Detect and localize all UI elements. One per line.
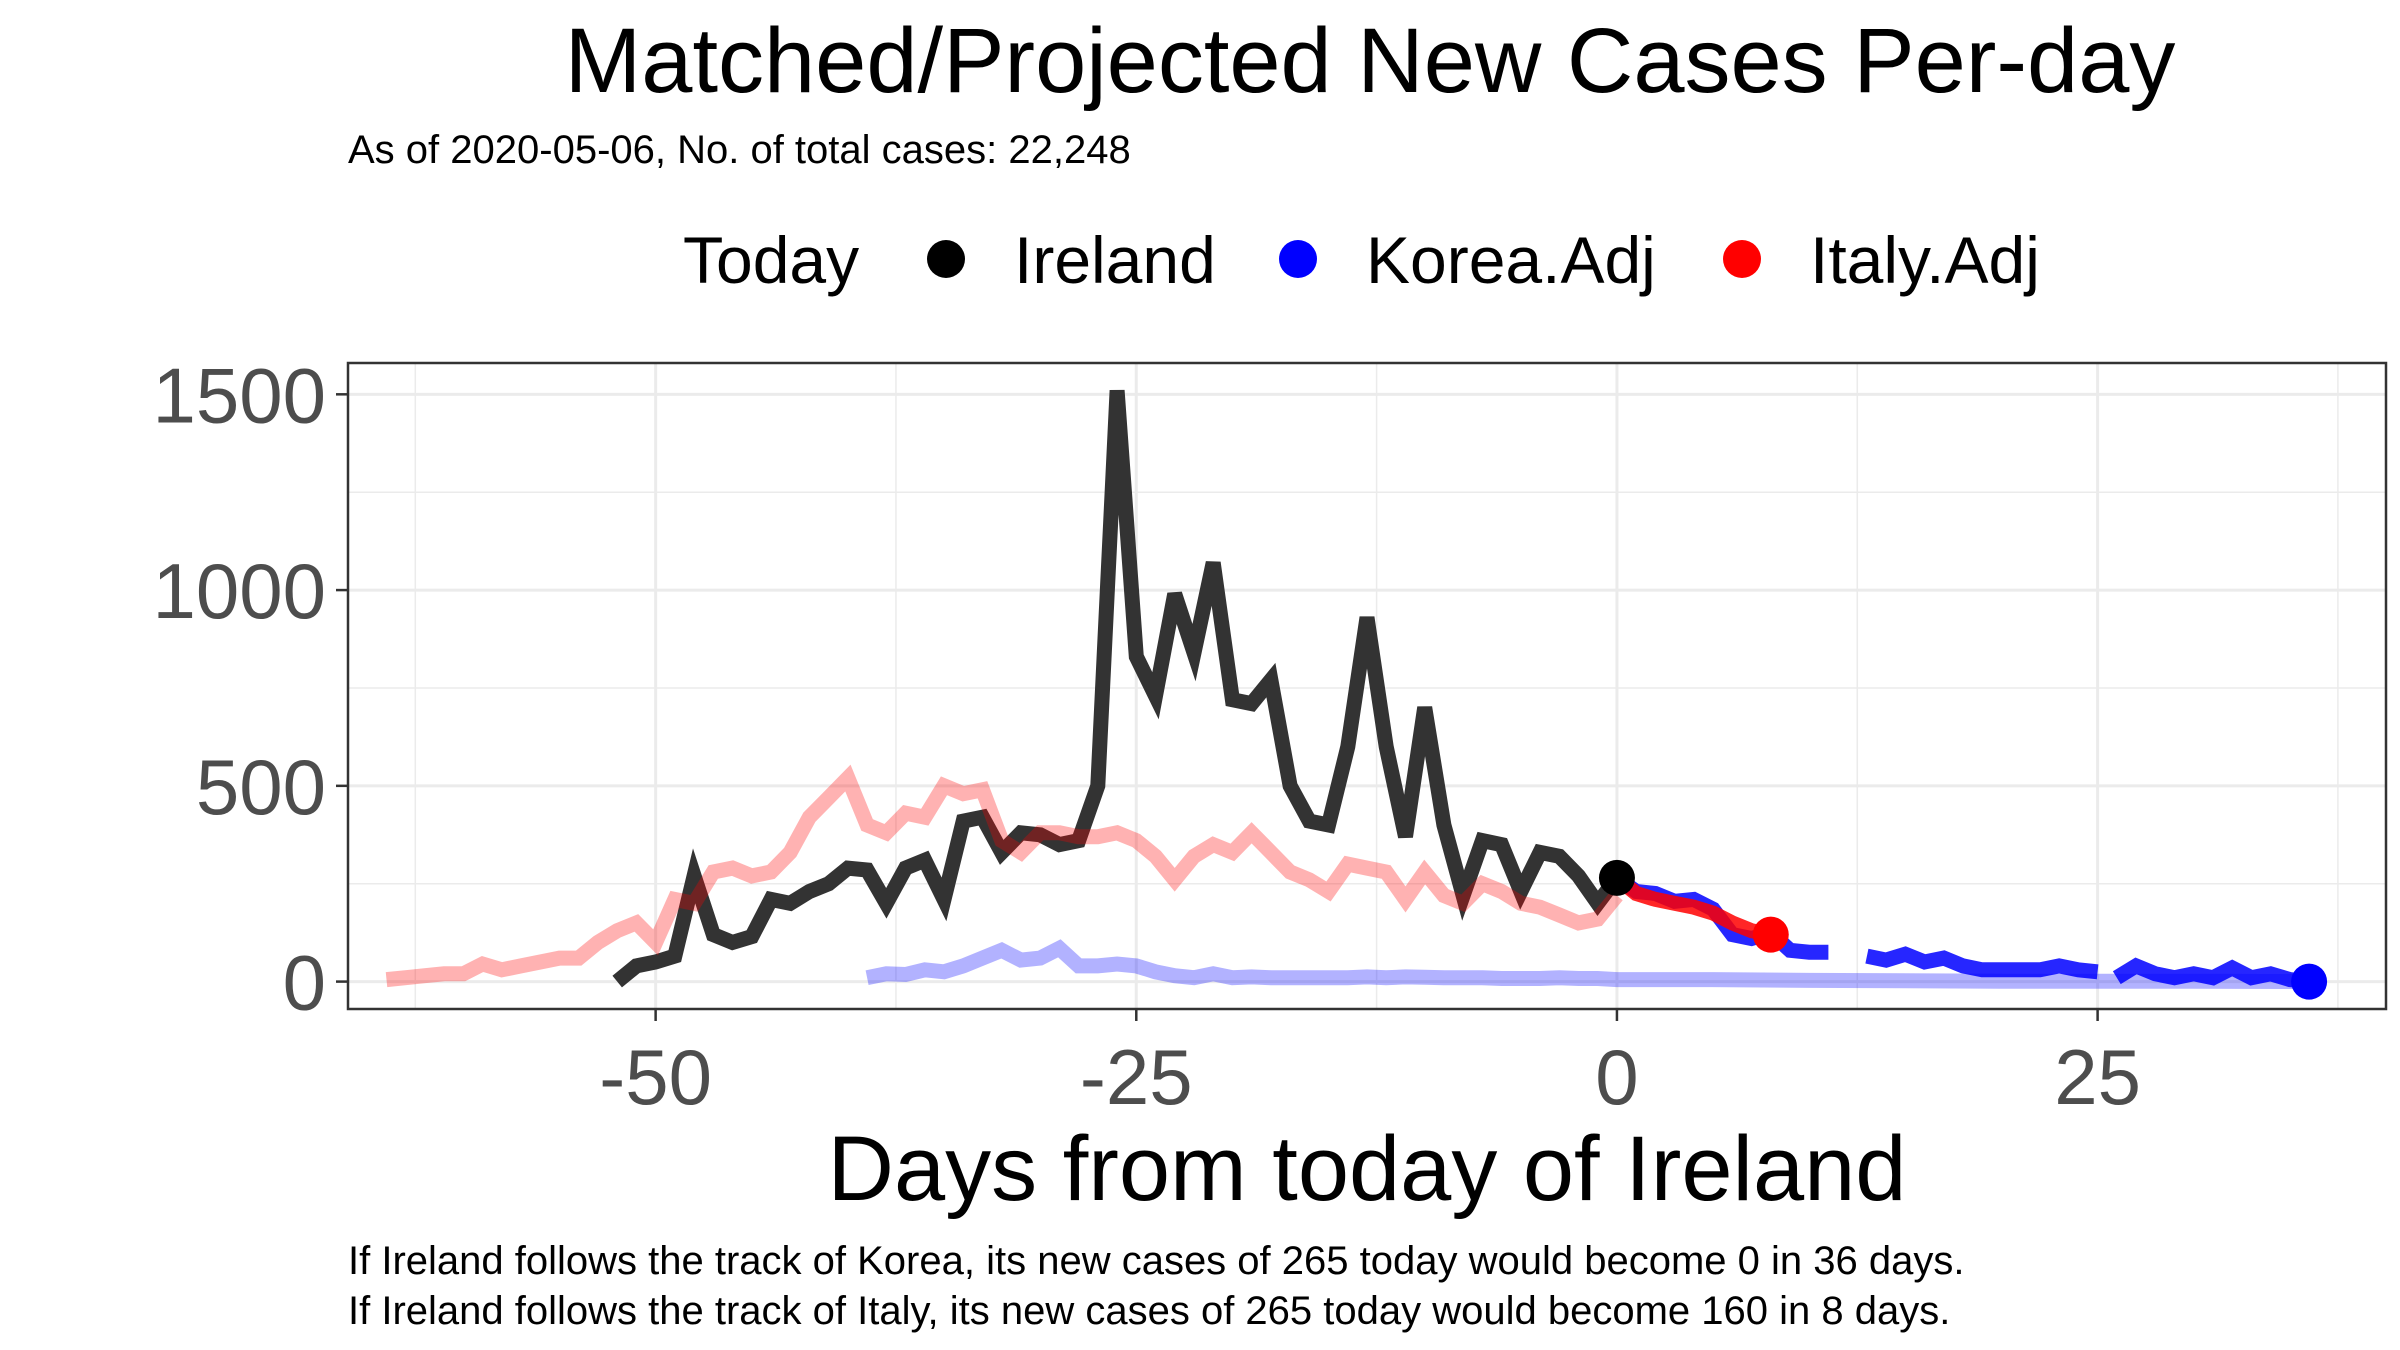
y-tick-label: 0	[283, 939, 326, 1027]
x-tick-label: -50	[599, 1033, 712, 1121]
points-layer	[1598, 859, 2328, 1000]
point-korea-adj	[2291, 963, 2328, 1000]
legend: Today Ireland Korea.Adj Italy.Adj	[683, 223, 2040, 297]
point-ireland	[1598, 859, 1635, 896]
series-layer	[385, 389, 2310, 990]
series-line-ireland	[612, 389, 1623, 988]
caption-korea: If Ireland follows the track of Korea, i…	[348, 1239, 1964, 1283]
series-line-korea-adj	[1865, 946, 2099, 980]
plot-border	[346, 361, 2388, 1011]
legend-key-ireland	[927, 240, 965, 278]
chart-title: Matched/Projected New Cases Per-day	[565, 10, 2176, 112]
legend-label-korea: Korea.Adj	[1366, 223, 1656, 297]
chart-subtitle: As of 2020-05-06, No. of total cases: 22…	[348, 128, 1131, 172]
x-tick-label: 25	[2054, 1033, 2141, 1121]
plot-area	[346, 361, 2388, 1011]
series-line-korea-adj-matched	[865, 939, 2310, 990]
legend-title: Today	[683, 223, 859, 297]
series-line-korea-adj	[2112, 957, 2310, 990]
x-axis-label: Days from today of Ireland	[828, 1118, 1907, 1220]
plot-background	[348, 363, 2386, 1009]
legend-label-ireland: Ireland	[1014, 223, 1216, 297]
series-line-italy-adj-matched	[385, 764, 1623, 988]
caption-italy: If Ireland follows the track of Italy, i…	[348, 1289, 1950, 1333]
y-tick-label: 1000	[152, 547, 326, 635]
legend-key-italy	[1723, 240, 1761, 278]
series-line-italy-adj	[1612, 871, 1773, 942]
y-tick-label: 1500	[152, 351, 326, 439]
x-tick-label: -25	[1080, 1033, 1193, 1121]
grid	[348, 363, 2386, 1009]
x-axis: -50 -25 0 25	[599, 1009, 2141, 1121]
x-tick-label: 0	[1595, 1033, 1638, 1121]
legend-label-italy: Italy.Adj	[1810, 223, 2040, 297]
point-italy-adj	[1752, 916, 1789, 953]
y-tick-label: 500	[196, 743, 326, 831]
y-axis: 0 500 1000 1500	[152, 351, 348, 1027]
legend-key-korea	[1279, 240, 1317, 278]
